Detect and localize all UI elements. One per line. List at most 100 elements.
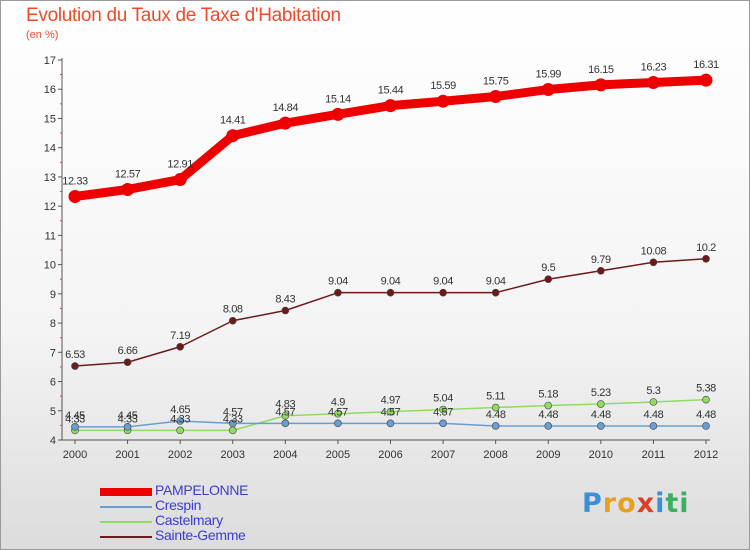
data-label-sainte-gemme: 9.04: [433, 276, 453, 288]
y-tick-label: 14: [44, 143, 56, 155]
data-point-sainte-gemme: [491, 288, 500, 297]
data-label-pampelonne: 16.31: [693, 59, 719, 71]
data-point-crespin: [702, 422, 710, 430]
logo-letter: r: [602, 488, 618, 519]
legend-swatch: [100, 521, 152, 523]
data-point-sainte-gemme: [281, 306, 290, 315]
data-label-pampelonne: 12.57: [115, 168, 141, 180]
y-tick-label: 9: [50, 289, 56, 301]
data-point-pampelonne: [173, 173, 187, 187]
series-line-pampelonne: [70, 75, 711, 202]
data-point-sainte-gemme: [649, 258, 658, 267]
data-label-crespin: 4.57: [433, 406, 453, 418]
data-point-pampelonne: [384, 99, 397, 113]
data-point-crespin: [597, 422, 605, 430]
legend-swatch: [100, 536, 152, 538]
data-point-castelmary: [702, 395, 710, 404]
data-label-sainte-gemme: 10.08: [641, 245, 667, 257]
data-point-pampelonne: [699, 73, 713, 87]
data-point-pampelonne: [278, 116, 292, 130]
data-point-crespin: [281, 419, 290, 428]
data-label-crespin: 4.48: [486, 409, 506, 421]
x-tick-label: 2010: [589, 449, 613, 461]
data-label-castelmary: 5.3: [646, 385, 660, 397]
data-label-castelmary: 5.04: [433, 393, 453, 405]
x-tick-label: 2004: [273, 449, 297, 461]
logo-letter: i: [679, 488, 690, 519]
legend-swatch: [100, 488, 152, 496]
y-tick-label: 5: [50, 406, 56, 418]
legend-label: Crespin: [155, 497, 202, 513]
data-label-sainte-gemme: 7.19: [170, 330, 190, 342]
data-label-sainte-gemme: 9.79: [591, 254, 611, 266]
data-point-pampelonne: [331, 107, 345, 121]
data-point-sainte-gemme: [439, 288, 447, 297]
data-point-crespin: [491, 422, 500, 430]
data-point-crespin: [649, 422, 658, 430]
legend-label: Sainte-Gemme: [155, 527, 246, 543]
data-label-crespin: 4.57: [223, 406, 243, 418]
data-label-castelmary: 4.9: [331, 397, 345, 409]
data-label-crespin: 4.57: [328, 406, 348, 418]
data-point-sainte-gemme: [123, 358, 132, 367]
data-label-sainte-gemme: 8.08: [223, 304, 243, 316]
data-point-sainte-gemme: [386, 288, 395, 297]
data-point-sainte-gemme: [597, 266, 605, 275]
data-point-crespin: [228, 419, 237, 428]
data-point-castelmary: [228, 426, 237, 435]
y-tick-label: 7: [50, 347, 56, 359]
data-point-castelmary: [281, 411, 290, 420]
data-label-crespin: 4.57: [381, 406, 401, 418]
y-tick-label: 8: [50, 318, 56, 330]
data-point-crespin: [123, 423, 132, 431]
data-point-sainte-gemme: [176, 342, 184, 351]
data-label-pampelonne: 15.75: [483, 76, 509, 88]
data-label-sainte-gemme: 8.43: [275, 294, 295, 306]
logo-letter: x: [636, 488, 656, 519]
legend-label: PAMPELONNE: [155, 482, 249, 498]
data-label-castelmary: 5.38: [696, 383, 716, 395]
data-point-pampelonne: [436, 94, 450, 108]
logo-letter: o: [617, 488, 637, 519]
chart-title: Evolution du Taux de Taxe d'Habitation: [26, 5, 341, 26]
data-point-pampelonne: [226, 129, 240, 143]
x-tick-label: 2012: [694, 449, 718, 461]
y-tick-label: 12: [44, 201, 56, 213]
data-label-crespin: 4.48: [591, 409, 611, 421]
data-label-castelmary: 4.33: [65, 413, 85, 425]
data-point-castelmary: [597, 400, 605, 408]
data-point-pampelonne: [541, 83, 555, 97]
data-point-sainte-gemme: [228, 316, 237, 325]
x-tick-label: 2001: [115, 449, 139, 461]
x-tick-label: 2011: [642, 449, 666, 461]
data-point-pampelonne: [646, 76, 660, 90]
logo-letter: i: [655, 488, 666, 519]
logo-letter: t: [665, 488, 680, 519]
data-point-castelmary: [386, 407, 395, 416]
data-label-sainte-gemme: 9.5: [541, 262, 555, 274]
x-tick-label: 2002: [168, 449, 192, 461]
y-tick-label: 4: [50, 435, 56, 447]
legend-label: Castelmary: [155, 512, 223, 528]
data-label-pampelonne: 15.14: [325, 93, 351, 105]
x-tick-label: 2007: [431, 449, 455, 461]
data-point-castelmary: [649, 398, 658, 406]
x-tick-label: 2005: [326, 449, 350, 461]
x-tick-label: 2009: [536, 449, 560, 461]
chart-unit: (en %): [26, 29, 59, 41]
y-tick-label: 6: [50, 377, 56, 389]
data-label-crespin: 4.65: [170, 404, 190, 416]
y-tick-label: 17: [44, 55, 56, 67]
data-label-castelmary: 5.23: [591, 387, 611, 399]
data-label-pampelonne: 15.44: [378, 85, 404, 97]
y-tick-label: 13: [44, 172, 56, 184]
data-point-sainte-gemme: [71, 362, 79, 370]
data-point-castelmary: [439, 405, 447, 414]
proxiti-logo: Proxiti: [582, 488, 690, 519]
data-label-sainte-gemme: 9.04: [486, 276, 506, 288]
data-label-crespin: 4.45: [65, 410, 85, 422]
data-label-pampelonne: 12.33: [62, 176, 88, 188]
axes: 4 5 6 7 8 9 10 11 12 13 14 15 16 17 2000 2001 2002 2003 20…: [44, 55, 718, 461]
